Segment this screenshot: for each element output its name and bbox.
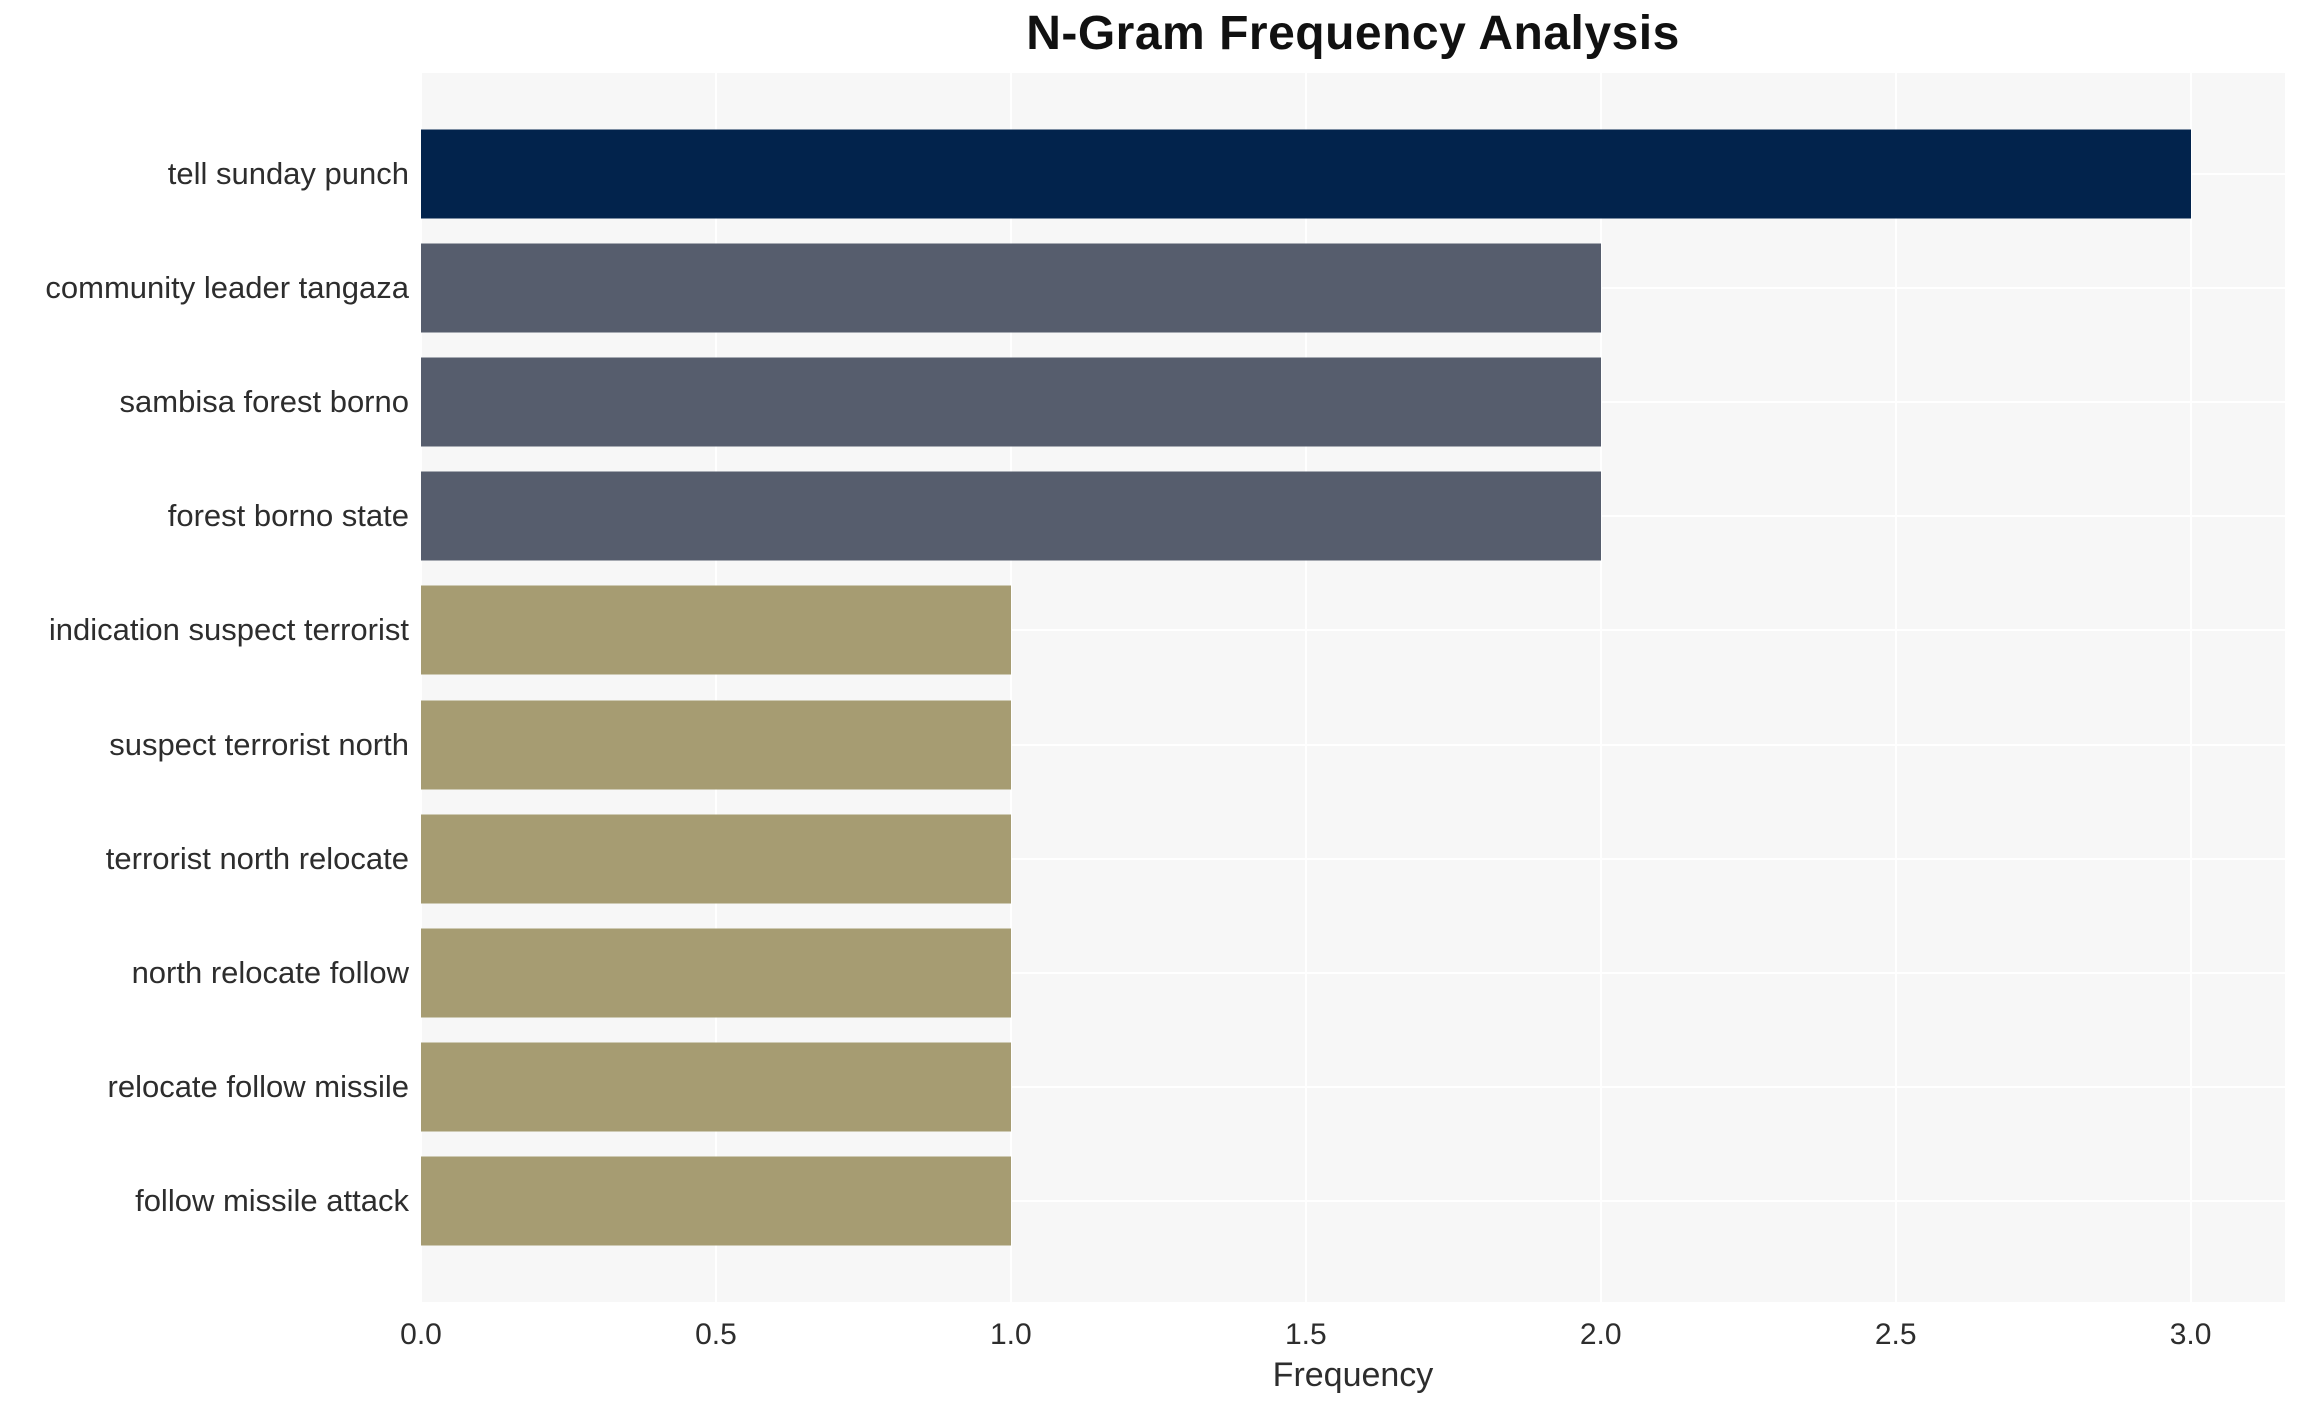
frequency-bar [421, 928, 1011, 1018]
vertical-gridline [420, 73, 422, 1302]
chart-title: N-Gram Frequency Analysis [1026, 7, 1680, 60]
frequency-bar [421, 243, 1601, 333]
vertical-gridline [714, 73, 717, 1302]
x-axis-ticks: 0.0 0.5 1.0 1.5 2.0 2.5 3.0 [400, 1318, 2285, 1356]
category-label: follow missile attack [135, 1182, 409, 1218]
horizontal-gridline [421, 971, 2285, 974]
frequency-bar [421, 1042, 1011, 1132]
vertical-gridlines [420, 73, 2285, 1302]
bar-row: forest borno state [168, 459, 2285, 573]
vertical-gridline [1009, 73, 1012, 1302]
bar-row: sambisa forest borno [120, 345, 2285, 459]
x-tick-label: 0.0 [400, 1318, 442, 1351]
vertical-gridline [1304, 73, 1307, 1302]
category-label: sambisa forest borno [119, 384, 409, 420]
bar-row: community leader tangaza [45, 231, 2285, 345]
x-tick-label: 3.0 [2169, 1318, 2212, 1351]
x-tick-label: 1.0 [990, 1318, 1032, 1351]
frequency-bar [421, 129, 2191, 219]
frequency-bar [421, 585, 1011, 675]
frequency-bar [421, 814, 1011, 904]
bar-row: north relocate follow [132, 916, 2285, 1030]
category-label: community leader tangaza [45, 270, 409, 306]
horizontal-gridline [421, 1199, 2285, 1202]
vertical-gridline [2189, 73, 2192, 1302]
x-tick-label: 2.5 [1874, 1318, 1917, 1351]
category-label: suspect terrorist north [109, 726, 409, 762]
category-label: terrorist north relocate [105, 840, 409, 876]
frequency-bar [421, 357, 1601, 447]
bar-row: terrorist north relocate [106, 802, 2285, 916]
x-tick-label: 2.0 [1579, 1318, 1622, 1351]
x-tick-label: 1.5 [1284, 1318, 1327, 1351]
plot-area: tell sunday punch community leader tangaz… [45, 73, 2285, 1302]
frequency-bar [421, 1156, 1011, 1246]
bar-row: follow missile attack [135, 1144, 2285, 1258]
horizontal-gridline [421, 857, 2285, 860]
vertical-gridline [1599, 73, 1602, 1302]
bar-row: indication suspect terrorist [49, 573, 2285, 687]
category-label: tell sunday punch [167, 156, 409, 192]
vertical-gridline [1894, 73, 1897, 1302]
category-label: forest borno state [167, 498, 409, 534]
frequency-bar [421, 471, 1601, 561]
horizontal-gridline [421, 1085, 2285, 1088]
category-label: relocate follow missile [107, 1068, 410, 1104]
category-label: north relocate follow [131, 954, 409, 990]
category-label: indication suspect terrorist [48, 612, 409, 648]
horizontal-gridline [421, 743, 2285, 746]
x-tick-label: 0.5 [695, 1318, 737, 1351]
x-axis-title: Frequency [1272, 1356, 1434, 1394]
horizontal-gridline [421, 629, 2285, 632]
bar-rows: tell sunday punch community leader tangaz… [45, 73, 2285, 1302]
frequency-bar [421, 700, 1011, 790]
bar-row: relocate follow missile [108, 1030, 2285, 1144]
bar-row: tell sunday punch [168, 117, 2285, 231]
bar-row: suspect terrorist north [109, 687, 2285, 801]
